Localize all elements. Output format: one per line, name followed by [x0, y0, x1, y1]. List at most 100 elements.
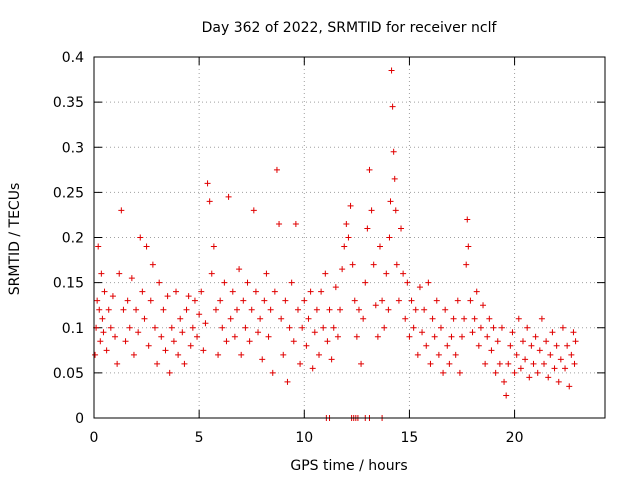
data-point [240, 297, 247, 304]
data-point [498, 324, 505, 331]
data-point [490, 324, 497, 331]
data-point [482, 360, 489, 367]
data-point [156, 279, 163, 286]
data-point [141, 315, 148, 322]
data-point [456, 369, 463, 376]
data-point [299, 324, 306, 331]
data-point [353, 333, 360, 340]
data-point [173, 288, 180, 295]
data-point [158, 333, 165, 340]
data-point [311, 329, 318, 336]
data-point [242, 324, 249, 331]
data-point [200, 347, 207, 354]
data-point [101, 288, 108, 295]
data-point [446, 360, 453, 367]
data-point [263, 270, 270, 277]
data-point [473, 288, 480, 295]
data-point [496, 360, 503, 367]
data-point [370, 261, 377, 268]
data-point [183, 306, 190, 313]
data-point [231, 333, 238, 340]
data-point [124, 297, 131, 304]
data-point [572, 338, 579, 345]
data-point [538, 315, 545, 322]
data-point [98, 270, 105, 277]
data-point [160, 306, 167, 313]
data-point [179, 329, 186, 336]
data-point [175, 351, 182, 358]
data-point [379, 297, 386, 304]
data-point [320, 324, 327, 331]
data-point [332, 284, 339, 291]
data-point [549, 329, 556, 336]
data-point [400, 270, 407, 277]
data-point [555, 378, 562, 385]
data-point [381, 324, 388, 331]
x-tick-label: 5 [195, 430, 204, 446]
data-point [105, 306, 112, 313]
data-point [484, 333, 491, 340]
data-point [442, 306, 449, 313]
data-point [559, 324, 566, 331]
data-point [480, 302, 487, 309]
chart-title: Day 362 of 2022, SRMTID for receiver ncl… [202, 20, 498, 36]
data-point [154, 360, 161, 367]
data-point [297, 360, 304, 367]
data-point [347, 202, 354, 209]
data-point [391, 175, 398, 182]
data-point [513, 351, 520, 358]
data-point [248, 306, 255, 313]
data-point [385, 306, 392, 313]
data-point [96, 306, 103, 313]
data-point [553, 342, 560, 349]
data-point [168, 324, 175, 331]
data-point [202, 320, 209, 327]
data-point [543, 338, 550, 345]
data-point [395, 297, 402, 304]
data-point [95, 243, 102, 250]
data-point [345, 234, 352, 241]
x-tick-label: 20 [506, 430, 524, 446]
data-point [112, 333, 119, 340]
data-point [390, 148, 397, 155]
data-point [147, 297, 154, 304]
data-point [503, 392, 510, 399]
data-point [316, 351, 323, 358]
data-point [276, 220, 283, 227]
data-point [181, 360, 188, 367]
data-point [425, 279, 432, 286]
data-point [475, 342, 482, 349]
data-point [259, 356, 266, 363]
data-point [547, 351, 554, 358]
data-point [261, 297, 268, 304]
data-point [562, 365, 569, 372]
y-tick-label: 0.25 [53, 185, 84, 201]
data-point [488, 347, 495, 354]
data-point [151, 324, 158, 331]
data-point [301, 297, 308, 304]
data-point [103, 347, 110, 354]
data-point [236, 266, 243, 273]
data-point [536, 347, 543, 354]
data-point [388, 67, 395, 74]
data-point [343, 220, 350, 227]
data-point [221, 279, 228, 286]
data-point [532, 333, 539, 340]
data-point [528, 342, 535, 349]
data-point [135, 329, 142, 336]
data-point [501, 378, 508, 385]
data-point [564, 342, 571, 349]
data-point [406, 333, 413, 340]
data-point [410, 324, 417, 331]
data-point [313, 306, 320, 313]
data-point [448, 333, 455, 340]
data-point [223, 338, 230, 345]
data-point [358, 360, 365, 367]
data-point [545, 374, 552, 381]
data-point [429, 315, 436, 322]
data-point [191, 297, 198, 304]
data-point [257, 315, 264, 322]
y-tick-label: 0.15 [53, 276, 84, 292]
data-point [227, 315, 234, 322]
